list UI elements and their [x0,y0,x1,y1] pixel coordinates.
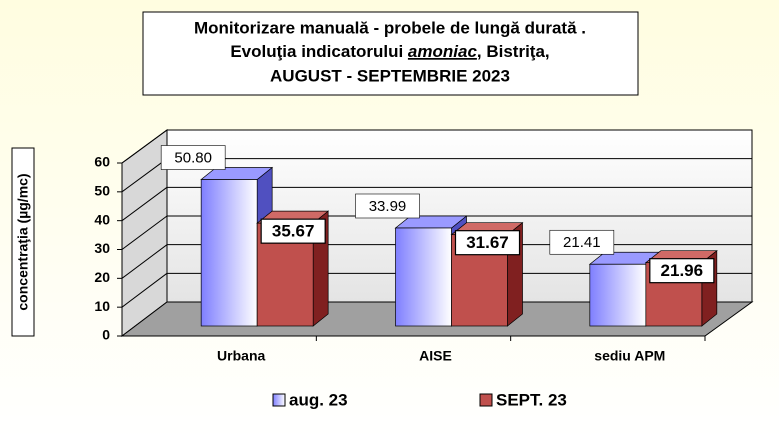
title-part: Evoluţia indicatorului [230,42,408,61]
legend-swatch [272,393,286,407]
legend-swatch [479,393,493,407]
value-label: 31.67 [466,233,509,252]
title-box [142,11,639,96]
grid-line [121,158,168,193]
value-label: 21.41 [563,234,601,251]
grid-line [121,215,168,250]
y-axis-label: concentraţia (µg/mc) [15,173,31,310]
legend-label: SEPT. 23 [496,390,567,409]
bar [395,227,452,327]
value-label-box [160,145,226,170]
title-line: Evoluţia indicatorului amoniac, Bistriţa… [230,42,549,61]
y-tick-label: 20 [94,269,110,285]
y-tick-label: 50 [94,183,110,199]
value-label-box [260,218,326,244]
x-tick-label: sediu APM [594,348,665,364]
bar [589,263,647,327]
value-label-box [454,230,521,256]
y-tick-label: 30 [94,240,110,256]
grid-line [121,272,168,308]
value-label-box [355,193,420,219]
legend-label: aug. 23 [289,390,348,409]
y-tick-label: 0 [102,327,110,343]
y-tick-label: 10 [94,298,110,314]
value-label: 50.80 [174,149,212,166]
value-label: 33.99 [369,198,407,215]
value-label-box [549,229,615,255]
grid-line [121,186,168,222]
x-tick-label: AISE [419,348,452,364]
x-tick-label: Urbana [217,348,265,364]
grid-line [121,244,168,279]
title-part: amoniac [408,42,478,61]
value-label: 35.67 [272,222,315,241]
grid-line [121,129,168,164]
y-tick-label: 60 [94,154,110,170]
title-part: , Bistriţa, [477,42,550,61]
bar [200,179,258,327]
y-tick-label: 40 [94,211,110,227]
value-label: 21.96 [661,261,704,280]
y-label-box [11,147,35,337]
value-label-box [649,258,715,284]
title-line: AUGUST - SEPTEMBRIE 2023 [270,66,510,85]
title-line: Monitorizare manuală - probele de lungă … [194,18,586,37]
